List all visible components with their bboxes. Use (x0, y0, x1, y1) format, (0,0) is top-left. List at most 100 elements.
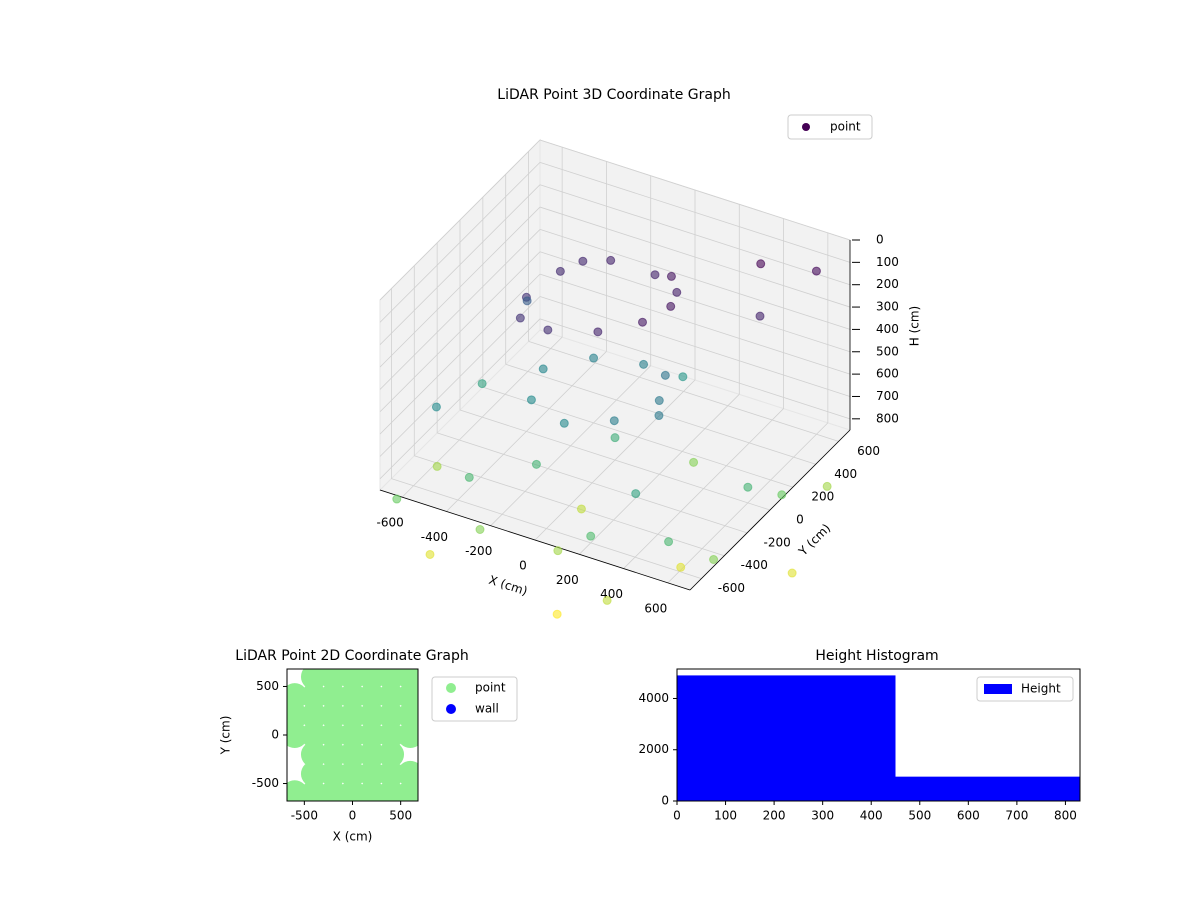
point (339, 702, 366, 729)
point (320, 760, 347, 787)
legend-label: Height (1021, 682, 1061, 696)
point (531, 459, 541, 469)
point (602, 595, 612, 605)
chart-title: LiDAR Point 3D Coordinate Graph (497, 87, 730, 103)
y-tick-label: 600 (857, 444, 880, 458)
grid-line (379, 273, 541, 435)
bar (895, 776, 1080, 801)
point (425, 549, 435, 559)
legend-label: point (830, 120, 861, 134)
grid-line (379, 229, 541, 390)
point (666, 301, 676, 311)
point (552, 609, 562, 619)
z-axis-label: H (cm) (908, 306, 922, 347)
point (654, 396, 664, 406)
z-tick-label: 100 (876, 255, 899, 269)
z-tick-label: 200 (876, 277, 899, 291)
legend-marker (802, 123, 810, 131)
x-tick-label: 0 (519, 559, 527, 573)
z-tick-label: 700 (876, 389, 899, 403)
grid-line (391, 478, 702, 579)
point (300, 780, 327, 801)
point (522, 296, 532, 306)
point (672, 287, 682, 297)
point (339, 722, 366, 748)
point (755, 311, 765, 321)
x-tick-label: 400 (860, 809, 883, 823)
grid-line (379, 251, 541, 413)
point (631, 489, 641, 499)
point (300, 683, 327, 710)
x-tick-label: 700 (1005, 809, 1028, 823)
grid-line (379, 206, 541, 368)
z-tick-label: 500 (876, 344, 899, 358)
chart-title: Height Histogram (815, 648, 938, 664)
x-tick-label: 600 (957, 809, 980, 823)
point (339, 669, 366, 690)
point (358, 780, 385, 801)
x-axis-label: X (cm) (487, 573, 529, 599)
point (650, 270, 660, 280)
y-tick-label: 2000 (638, 742, 669, 756)
point (320, 780, 347, 801)
z-tick-label: 300 (876, 300, 899, 314)
point (378, 760, 405, 787)
point (606, 255, 616, 265)
point (526, 395, 536, 405)
point (822, 481, 832, 491)
point (287, 722, 308, 748)
x-tick-label: 100 (714, 809, 737, 823)
point (287, 702, 308, 729)
point (431, 402, 441, 412)
x-tick-label: 800 (1054, 809, 1077, 823)
grid-line (539, 251, 851, 353)
x-tick-label: 500 (389, 809, 412, 823)
grid-line (539, 161, 851, 263)
point (593, 327, 603, 337)
y-axis-label: Y (cm) (795, 521, 833, 559)
z-tick-label: 800 (876, 411, 899, 425)
x-tick-label: -500 (291, 809, 318, 823)
point (743, 482, 753, 492)
point (320, 702, 347, 729)
y-tick-label: 0 (271, 728, 279, 742)
point (358, 760, 385, 787)
point (378, 722, 405, 748)
point (358, 683, 385, 710)
point (610, 433, 620, 443)
legend-label: wall (475, 702, 499, 716)
point (358, 741, 385, 768)
point (543, 325, 553, 335)
y-tick-label: -200 (764, 535, 791, 549)
grid-line (414, 455, 725, 557)
y-tick-label: 0 (796, 513, 804, 527)
z-tick-label: 400 (876, 322, 899, 336)
grid-line (539, 139, 851, 241)
point (397, 702, 418, 729)
x-tick-label: 500 (908, 809, 931, 823)
point (676, 562, 686, 572)
point (320, 722, 347, 748)
point (538, 364, 548, 374)
y-tick-label: 4000 (638, 691, 669, 705)
point (300, 760, 327, 787)
grid-line (379, 139, 541, 301)
point (666, 271, 676, 281)
point (339, 780, 366, 801)
legend-marker (446, 704, 456, 714)
point (378, 780, 405, 801)
point (358, 702, 385, 729)
x-axis-label: X (cm) (333, 830, 373, 844)
point (397, 722, 418, 748)
point (678, 372, 688, 382)
point (320, 683, 347, 710)
y-tick-label: -500 (252, 776, 279, 790)
plot-3d: -600-400-2000200400600-600-400-200020040… (377, 138, 922, 619)
point (358, 722, 385, 748)
point (339, 741, 366, 768)
grid-line (539, 318, 851, 420)
point (397, 683, 418, 710)
point (777, 490, 787, 500)
point (392, 494, 402, 504)
